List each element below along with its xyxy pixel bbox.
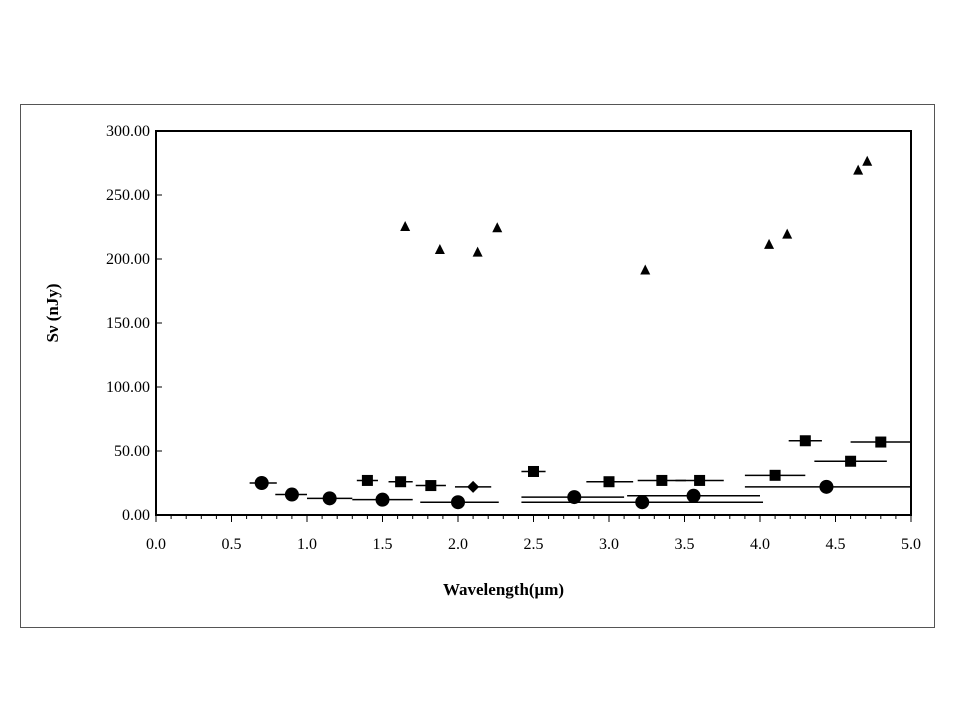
- triangle-point: [434, 244, 445, 255]
- y-axis-title: Sν (nJy): [43, 283, 62, 342]
- square-point: [845, 455, 857, 467]
- circle-point: [686, 488, 701, 503]
- x-tick-label: 3.0: [599, 536, 619, 553]
- square-point: [799, 435, 811, 447]
- y-tick-label: 100.00: [106, 379, 150, 396]
- square-point: [361, 474, 373, 486]
- circle-point: [567, 490, 582, 505]
- triangle-point: [640, 264, 651, 275]
- triangle-point: [782, 228, 793, 239]
- triangle-point: [853, 164, 864, 175]
- square-point: [425, 480, 437, 492]
- triangle-point: [472, 246, 483, 257]
- circle-point: [284, 487, 299, 502]
- plot-area: [155, 130, 912, 516]
- plot-border: [155, 130, 912, 516]
- x-axis: 0.0 0.5 1.0 1.5 2.0 2.5 3.0 3.5 4.0 4.5 5.0: [146, 515, 921, 553]
- circle-point: [375, 492, 390, 507]
- triangle-point: [862, 155, 873, 166]
- x-tick-label: 1.0: [297, 536, 317, 553]
- data-points: [254, 155, 887, 510]
- circle-point: [635, 495, 650, 510]
- x-tick-label: 2.5: [524, 536, 544, 553]
- x-tick-label: 4.0: [750, 536, 770, 553]
- x-tick-label: 5.0: [901, 536, 921, 553]
- x-axis-title: Wavelength(μm): [443, 580, 564, 599]
- x-tick-label: 1.5: [373, 536, 393, 553]
- triangle-point: [400, 221, 411, 231]
- square-point: [603, 476, 615, 488]
- triangle-point: [764, 238, 775, 249]
- square-point: [769, 469, 781, 481]
- square-point: [528, 465, 539, 477]
- square-point: [875, 436, 887, 448]
- y-tick-label: 0.00: [122, 507, 150, 524]
- square-point: [694, 474, 706, 486]
- y-tick-label: 150.00: [106, 315, 150, 332]
- error-bars: [249, 440, 911, 503]
- y-tick-label: 50.00: [114, 443, 150, 460]
- circle-point: [819, 479, 834, 494]
- square-point: [395, 476, 407, 488]
- square-point: [656, 474, 668, 486]
- y-tick-label: 200.00: [106, 251, 150, 268]
- diamond-point: [467, 480, 480, 493]
- x-tick-label: 0.5: [222, 536, 242, 553]
- circle-point: [254, 476, 269, 490]
- y-axis: 0.00 50.00 100.00 150.00 200.00 250.00 300.00: [106, 123, 162, 524]
- triangle-point: [492, 222, 503, 233]
- circle-point: [451, 495, 465, 510]
- x-tick-label: 2.0: [448, 536, 468, 553]
- x-tick-label: 4.5: [826, 536, 846, 553]
- x-tick-label: 3.5: [675, 536, 695, 553]
- y-tick-label: 300.00: [106, 123, 150, 140]
- x-tick-label: 0.0: [146, 536, 166, 553]
- circle-point: [322, 491, 337, 506]
- chart-frame: 0.00 50.00 100.00 150.00 200.00 250.00 300.00 …: [20, 104, 935, 628]
- scatter-chart: 0.0050.00100.00150.00200.00250.00300.00 …: [43, 123, 921, 599]
- y-tick-label: 250.00: [106, 187, 150, 204]
